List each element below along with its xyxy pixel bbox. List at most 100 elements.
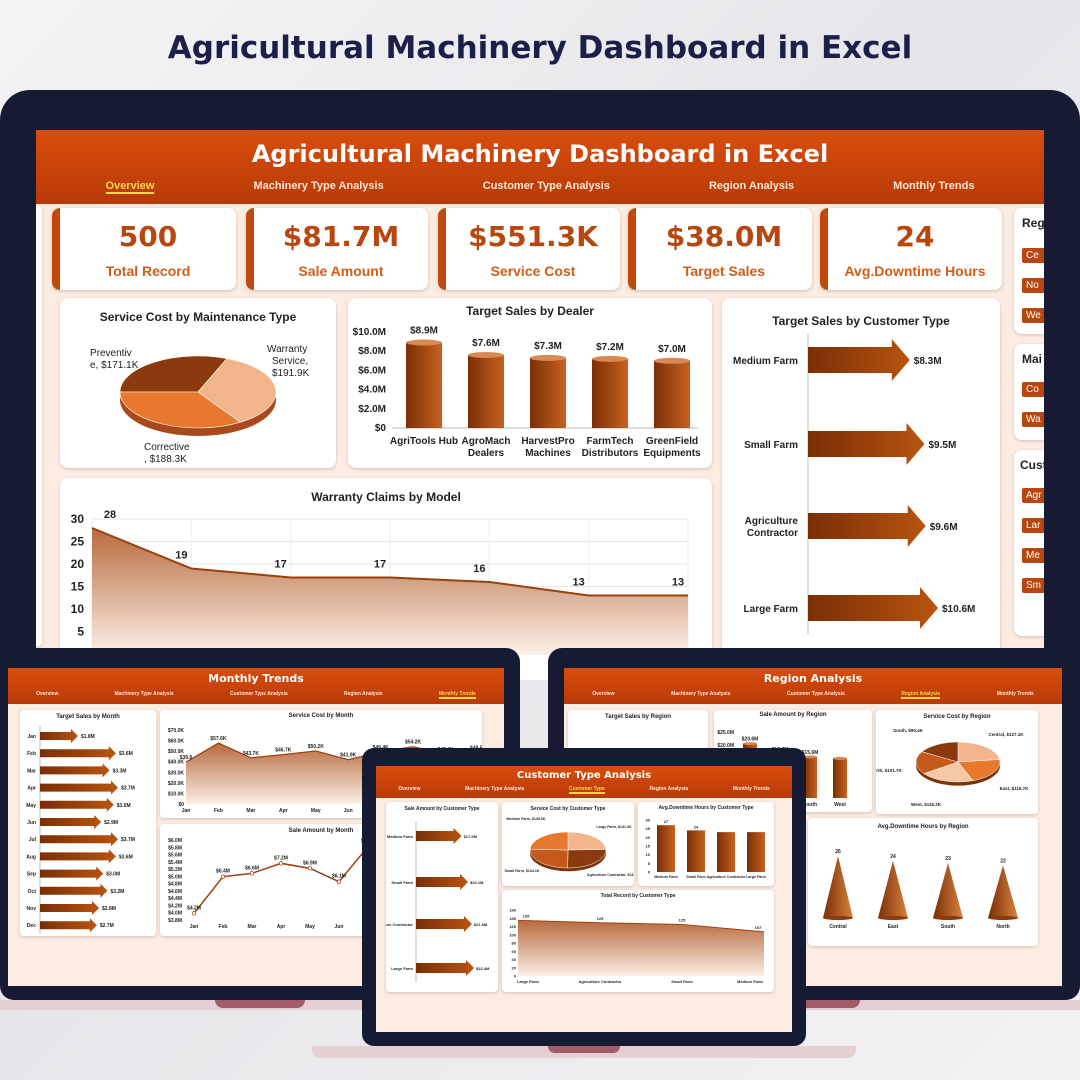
tab-machinery[interactable]: Machinery Type Analysis bbox=[671, 691, 731, 697]
cd-ytick: 15 bbox=[646, 844, 651, 849]
tab-machinery[interactable]: Machinery Type Analysis bbox=[465, 786, 525, 792]
tab-overview[interactable]: Overview bbox=[592, 691, 615, 697]
rd-data-label: 23 bbox=[945, 856, 951, 862]
monthly-target-card: Target Sales by Month $1.8M Jan $3.6M Feb $3… bbox=[20, 710, 156, 936]
msl-ytick: $4.2M bbox=[168, 903, 182, 909]
kpi-value: 24 bbox=[895, 220, 935, 253]
cr-category-label: Agriculture Contractor bbox=[579, 979, 622, 984]
cs-arrow-bar bbox=[416, 916, 472, 932]
tab-customer[interactable]: Customer Type Analysis bbox=[229, 691, 288, 697]
cs-data-label: $22.4M bbox=[476, 966, 490, 971]
cr-category-label: Large Farm bbox=[517, 979, 539, 984]
tab-overview[interactable]: Overview bbox=[105, 180, 155, 194]
tab-machinery[interactable]: Machinery Type Analysis bbox=[114, 691, 174, 697]
rd-cone-base bbox=[988, 916, 1018, 920]
rs-ytick: $20.0M bbox=[717, 743, 734, 749]
slicer-item[interactable]: Lar bbox=[1022, 518, 1044, 533]
cd-category-label: Small Farm bbox=[686, 875, 705, 879]
rd-data-label: 24 bbox=[890, 854, 896, 860]
rd-cone bbox=[988, 865, 1018, 918]
cust-downtime-card: Avg.Downtime Hours by Customer Type 0 5 10… bbox=[638, 802, 774, 886]
slicer-item[interactable]: Me bbox=[1022, 548, 1044, 563]
mt-category-label: May bbox=[26, 803, 36, 809]
dealer-category-label: Equipments bbox=[643, 448, 701, 459]
tab-customer[interactable]: Customer Type Analysis bbox=[482, 180, 610, 192]
cd-bar bbox=[717, 832, 735, 872]
tab-region[interactable]: Region Analysis bbox=[901, 691, 941, 699]
tab-monthly[interactable]: Monthly Trends bbox=[893, 180, 975, 192]
cd-ytick: 10 bbox=[646, 852, 651, 857]
mt-data-label: $3.7M bbox=[121, 786, 135, 792]
main-banner: Agricultural Machinery Dashboard in Exce… bbox=[36, 130, 1044, 204]
chart-title: Service Cost by Region bbox=[923, 714, 991, 720]
msl-category-label: Mar bbox=[248, 924, 257, 930]
cs-arrow-bar bbox=[416, 960, 474, 976]
dealer-ytick: $4.0M bbox=[358, 385, 386, 396]
warranty-ytick: 5 bbox=[77, 625, 84, 639]
slicer-item[interactable]: No bbox=[1022, 278, 1044, 293]
cs-category-label: Small Farm bbox=[391, 880, 413, 885]
tab-region[interactable]: Region Analysis bbox=[708, 180, 795, 192]
rd-category-label: Central bbox=[829, 924, 847, 930]
ms-data-label: $57.6K bbox=[210, 736, 227, 742]
ms-data-label: $41.9K bbox=[340, 753, 357, 759]
kpi-value: 500 bbox=[118, 220, 178, 253]
cs-category-label: Large Farm bbox=[391, 966, 413, 971]
mt-arrow-bar bbox=[40, 763, 110, 778]
tab-monthly[interactable]: Monthly Trends bbox=[996, 691, 1034, 697]
msl-marker bbox=[336, 879, 342, 884]
rs-bar-top bbox=[803, 755, 817, 759]
msl-marker bbox=[307, 866, 313, 871]
tab-customer[interactable]: Customer Type Analysis bbox=[786, 691, 845, 697]
msl-marker bbox=[191, 911, 197, 916]
ms-category-label: May bbox=[311, 808, 321, 814]
dealer-category-label: FarmTech bbox=[586, 436, 633, 447]
ms-data-label: $39.6 bbox=[180, 755, 193, 761]
pie-label: , $188.3K bbox=[144, 454, 187, 465]
tab-monthly[interactable]: Monthly Trends bbox=[438, 691, 476, 699]
rd-cone-base bbox=[933, 916, 963, 920]
region-banner: Region Analysis Overview Machinery Type … bbox=[564, 668, 1062, 704]
mt-arrow-bar bbox=[40, 815, 102, 829]
cp-data-label: Large Farm, $141.0K bbox=[596, 825, 632, 829]
tab-machinery[interactable]: Machinery Type Analysis bbox=[253, 180, 384, 192]
ms-category-label: Jan bbox=[182, 808, 191, 814]
msl-marker bbox=[249, 871, 255, 876]
dealer-bar-top bbox=[406, 339, 442, 346]
cr-ytick: 0 bbox=[514, 974, 517, 979]
tab-overview[interactable]: Overview bbox=[36, 691, 59, 697]
pie-label: $191.9K bbox=[272, 368, 310, 379]
cp-data-label: Medium Farm, $135.6K bbox=[507, 817, 546, 821]
mt-category-label: Mar bbox=[27, 768, 36, 774]
slicer-item[interactable]: Agr bbox=[1022, 488, 1044, 503]
service-cost-pie-card: Service Cost by Maintenance Type Prevent… bbox=[60, 298, 336, 468]
tab-overview[interactable]: Overview bbox=[398, 786, 421, 792]
cust-downtime-svg: 0 5 10 15 20 25 30 27 Medium Farm 24 Small Farm Agr… bbox=[646, 818, 766, 880]
kpi-service-cost: $551.3K Service Cost bbox=[438, 208, 620, 290]
cr-ytick: 120 bbox=[509, 924, 516, 929]
tab-region[interactable]: Region Analysis bbox=[343, 691, 383, 697]
slicer-item[interactable]: We bbox=[1022, 308, 1044, 323]
slicer-item[interactable]: Sm bbox=[1022, 578, 1044, 593]
cp-pie-slice bbox=[529, 831, 569, 851]
msl-marker bbox=[220, 874, 226, 879]
tab-region[interactable]: Region Analysis bbox=[649, 786, 689, 792]
rd-category-label: North bbox=[996, 924, 1009, 930]
slicer-item[interactable]: Ce bbox=[1022, 248, 1044, 263]
dealer-bar-top bbox=[468, 352, 504, 359]
tab-customer[interactable]: Customer Type bbox=[568, 786, 605, 794]
cust-category-label: Agriculture bbox=[745, 516, 799, 527]
mt-category-label: Nov bbox=[27, 906, 37, 912]
chart-title: Target Sales by Customer Type bbox=[772, 314, 950, 328]
cs-arrow-bar bbox=[416, 874, 469, 890]
rd-cone bbox=[878, 860, 908, 918]
rs-data-label: $20.6M bbox=[742, 737, 759, 743]
ms-category-label: Feb bbox=[214, 808, 223, 814]
slicer-item[interactable]: Wa bbox=[1022, 412, 1044, 427]
slicer-item[interactable]: Co bbox=[1022, 382, 1044, 397]
msl-ytick: $4.6M bbox=[168, 889, 182, 895]
dealer-bar bbox=[406, 342, 442, 428]
tab-monthly[interactable]: Monthly Trends bbox=[732, 786, 770, 792]
dealer-ytick: $2.0M bbox=[358, 404, 386, 415]
kpi-total-record: 500 Total Record bbox=[52, 208, 236, 290]
